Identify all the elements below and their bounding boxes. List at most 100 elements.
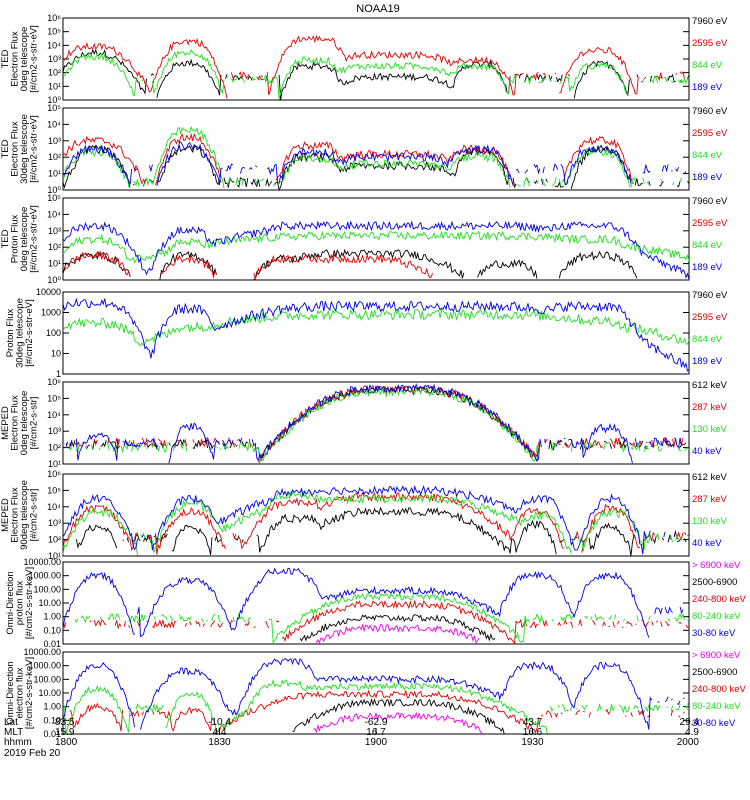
series-line: [62, 491, 690, 555]
series-line: [63, 36, 689, 98]
legend-entry: 30-80 keV: [692, 718, 736, 729]
y-tick-label: 100.00: [33, 674, 61, 684]
series-line: [292, 697, 505, 734]
series-line: [62, 230, 690, 264]
legend-entry: 287 keV: [692, 402, 728, 413]
series-line: [315, 623, 480, 644]
x-tick-label-hhmm: 1930: [521, 737, 544, 748]
legend-entry: 287 keV: [692, 494, 728, 505]
xaxis-row-label-lat: Lat: [4, 717, 18, 728]
y-tick-label: 10³: [48, 136, 61, 146]
y-tick-label: 10⁵: [47, 103, 61, 113]
y-axis-label-line: [#/cm2-s-str-eV]: [29, 25, 40, 93]
y-axis-label-line: 0deg telescope: [19, 207, 30, 271]
y-tick-label: 10⁵: [47, 27, 61, 37]
series-line: [62, 308, 690, 347]
x-tick-label-lat: -62.9: [365, 717, 388, 728]
y-axis-label-line: MEPED: [0, 406, 11, 440]
series-line: [62, 592, 690, 645]
panel-frame: [62, 473, 690, 557]
y-tick-label: 10⁵: [47, 193, 61, 203]
y-tick-label: 10000: [36, 287, 61, 297]
y-tick-label: 10⁶: [47, 13, 61, 23]
legend-entry: 2595 eV: [692, 128, 728, 139]
series-line: [62, 658, 689, 730]
y-axis-label-line: proton flux: [15, 581, 26, 626]
y-axis-label-line: electron flux: [15, 667, 26, 718]
xaxis-row-label-hhmm: hhmm: [4, 737, 32, 748]
y-tick-label: 10¹: [48, 259, 61, 269]
y-tick-label: 10¹: [48, 459, 61, 469]
y-tick-label: 10²: [48, 242, 61, 252]
x-tick-label-mlt: 4.9: [685, 727, 699, 738]
series-line: [62, 250, 434, 281]
legend-entry: 844 eV: [692, 60, 723, 71]
y-axis-label-line: TED: [0, 229, 11, 248]
legend-entry: 189 eV: [692, 82, 723, 93]
series-line: [62, 48, 690, 100]
legend-entry: 189 eV: [692, 356, 723, 367]
x-tick-label-mlt: 16.7: [366, 727, 386, 738]
legend-entry: 7960 eV: [692, 196, 728, 207]
panel-frame: [62, 107, 690, 191]
y-axis-label-line: 90deg telescope: [19, 480, 30, 550]
legend-entry: 844 eV: [692, 240, 723, 251]
y-axis-label-line: [#/cm2-s-str-keV]: [24, 567, 35, 639]
y-tick-label: 10⁴: [47, 119, 61, 129]
x-tick-label-mlt: 16.6: [523, 727, 543, 738]
y-tick-label: 10⁴: [47, 40, 61, 50]
y-axis-label-line: MEPED: [0, 498, 11, 532]
series-line: [313, 711, 483, 734]
legend-entry: 7960 eV: [692, 106, 728, 117]
y-tick-label: 0.01: [43, 729, 61, 739]
legend-entry: 2595 eV: [692, 312, 728, 323]
series-line: [62, 248, 638, 281]
y-tick-label: 10⁵: [47, 485, 61, 495]
y-tick-label: 10¹: [48, 81, 61, 91]
y-axis-label-line: Electron Flux: [10, 121, 21, 177]
legend-entry: 80-240 keV: [692, 611, 741, 622]
legend-entry: 612 keV: [692, 380, 728, 391]
y-tick-label: 1000.00: [28, 661, 61, 671]
y-tick-label: 10: [51, 349, 61, 359]
series-line: [62, 141, 687, 187]
legend-entry: 130 keV: [692, 516, 728, 527]
y-tick-label: 1: [56, 369, 61, 379]
x-tick-label-mlt: 15.9: [55, 727, 75, 738]
y-axis-label-line: 0deg telescope: [19, 391, 30, 455]
y-axis-label-line: [#/cm2-s-str-eV]: [24, 299, 35, 367]
x-tick-label-mlt: 4.4: [213, 727, 227, 738]
legend-entry: 130 keV: [692, 424, 728, 435]
legend-entry: 2500-6900: [692, 667, 737, 678]
y-axis-label-line: [#/cm2-s-str-eV]: [29, 205, 40, 273]
legend-entry: > 6900 keV: [692, 650, 741, 661]
y-tick-label: 10⁰: [47, 275, 61, 285]
x-tick-label-hhmm: 1830: [208, 737, 231, 748]
legend-entry: 240-800 keV: [692, 594, 747, 605]
y-tick-label: 10⁶: [47, 469, 61, 479]
legend-entry: 40 keV: [692, 538, 722, 549]
y-tick-label: 10⁴: [47, 209, 61, 219]
y-tick-label: 10⁴: [47, 410, 61, 420]
y-tick-label: 10⁵: [47, 393, 61, 403]
legend-entry: 7960 eV: [692, 290, 728, 301]
y-tick-label: 10⁰: [47, 95, 61, 105]
y-tick-label: 10¹: [48, 169, 61, 179]
y-axis-label-line: Omni-Direction: [5, 661, 16, 724]
y-tick-label: 10²: [48, 535, 61, 545]
figure-title: NOAA19: [356, 3, 399, 15]
legend-entry: 240-800 keV: [692, 684, 747, 695]
y-tick-label: 1.00: [43, 702, 61, 712]
y-tick-label: 0.10: [43, 715, 61, 725]
legend-entry: 844 eV: [692, 334, 723, 345]
panel-frame: [62, 381, 690, 465]
